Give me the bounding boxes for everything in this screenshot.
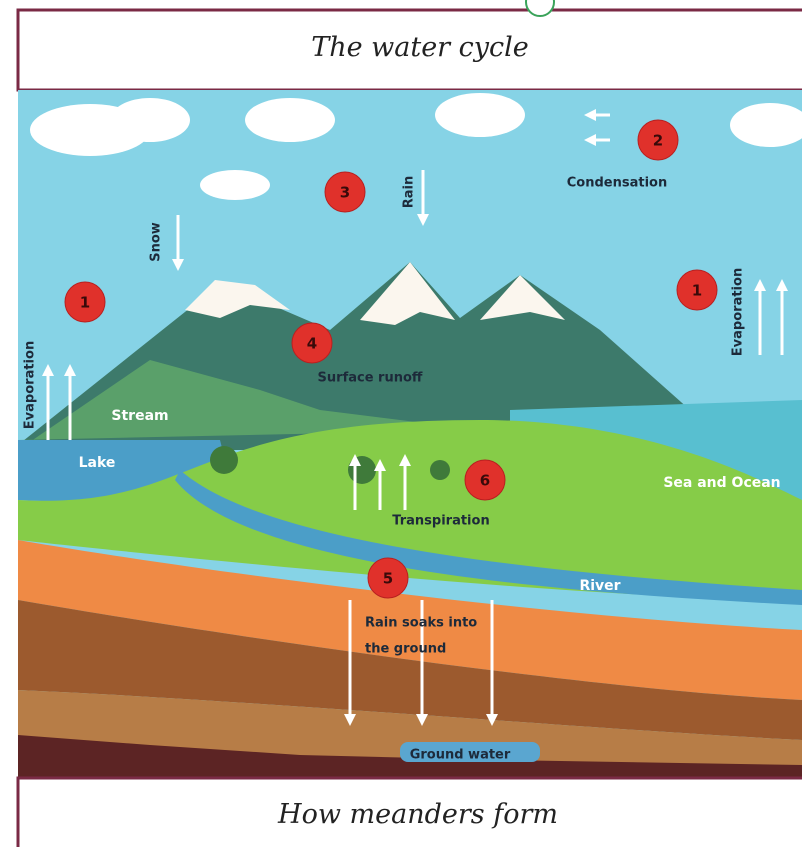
step-number: 6 (480, 472, 490, 490)
label: Transpiration (392, 514, 489, 529)
label: Stream (111, 408, 168, 424)
label: Evaporation (23, 341, 38, 429)
label: Lake (79, 455, 116, 471)
step-number: 5 (383, 570, 393, 588)
step-number: 1 (692, 282, 702, 300)
label: Rain soaks into (365, 616, 477, 631)
label: Rain (402, 176, 417, 209)
label: Snow (149, 222, 164, 262)
label: Evaporation (731, 268, 746, 356)
page: The water cycle Evaporati (0, 0, 802, 847)
label: Sea and Ocean (663, 475, 780, 491)
label: River (579, 578, 620, 594)
label: Surface runoff (318, 371, 423, 386)
step-number: 4 (307, 335, 317, 353)
label: Condensation (567, 176, 667, 191)
step-number: 3 (340, 184, 350, 202)
label: Ground water (410, 748, 511, 763)
step-number: 2 (653, 132, 663, 150)
header-title: The water cycle (311, 32, 529, 63)
footer-title: How meanders form (277, 799, 558, 830)
label: the ground (365, 642, 446, 657)
step-number: 1 (80, 294, 90, 312)
